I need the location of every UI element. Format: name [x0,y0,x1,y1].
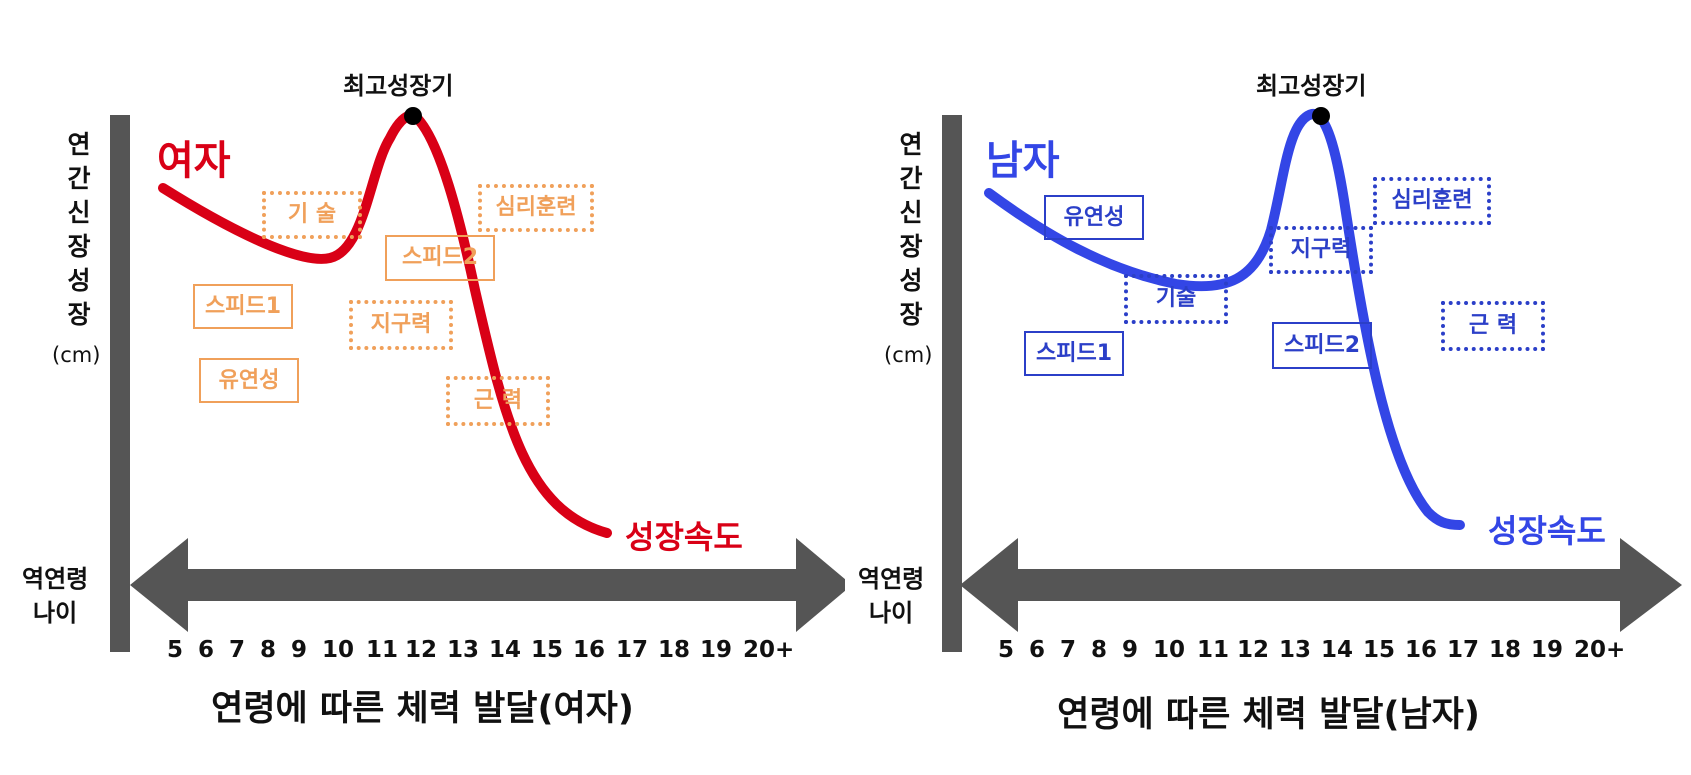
age-tick: 8 [1091,637,1108,663]
age-tick: 7 [1060,637,1077,663]
y-axis-char: 간 [899,164,923,193]
age-tick: 5 [167,637,184,663]
age-tick-labels: 5 6 7 8 9 10 11 12 13 14 15 16 17 18 19 … [846,637,1691,667]
male-panel: 최고성장기 남자 연 간 신 장 성 장 (cm) 역연령 나이 5 6 7 8… [846,0,1691,775]
y-axis-bar [942,115,962,652]
fitness-box-flexibility: 유연성 [1044,195,1144,240]
growth-speed-label: 성장속도 [625,518,743,556]
y-axis-char: 신 [899,198,923,227]
age-tick: 11 [1197,637,1230,663]
age-axis-label-line2: 나이 [869,599,914,627]
age-tick: 16 [1405,637,1438,663]
age-double-arrow [960,538,1682,632]
y-axis-unit: (cm) [884,343,933,367]
age-tick: 15 [1363,637,1396,663]
age-tick: 11 [366,637,399,663]
fitness-box-skill: 기술 [1124,274,1228,324]
age-axis-label-line1: 역연령 [858,565,925,593]
growth-speed-label: 성장속도 [1488,512,1606,550]
y-axis-char: 성 [67,266,91,295]
age-tick: 9 [291,637,308,663]
age-tick: 12 [1237,637,1270,663]
age-tick: 7 [229,637,246,663]
age-tick: 18 [658,637,691,663]
fitness-box-endurance: 지구력 [1269,226,1373,274]
age-tick: 14 [489,637,522,663]
age-tick: 13 [447,637,480,663]
age-tick-labels: 5 6 7 8 9 10 11 12 13 14 15 16 17 18 19 … [0,637,845,667]
age-tick: 19 [700,637,733,663]
age-tick: 17 [1447,637,1480,663]
male-diagram-graphics [942,107,1682,652]
fitness-box-endurance: 지구력 [349,300,453,350]
y-axis-label: 연 간 신 장 성 장 [894,128,928,332]
age-tick: 16 [573,637,606,663]
fitness-box-skill: 기 술 [262,191,362,239]
age-tick: 13 [1279,637,1312,663]
y-axis-char: 장 [67,300,91,329]
fitness-box-mental-training: 심리훈련 [1373,177,1491,225]
growth-velocity-curve [984,109,1465,530]
fitness-box-strength: 근 력 [1441,301,1545,351]
y-axis-unit: (cm) [52,343,101,367]
age-tick: 12 [405,637,438,663]
age-axis-label-line2: 나이 [33,599,78,627]
panel-caption: 연령에 따른 체력 발달(남자) [1057,695,1480,735]
peak-growth-label: 최고성장기 [1256,72,1367,100]
age-tick: 20+ [1574,637,1626,663]
y-axis-char: 장 [899,232,923,261]
fitness-box-strength: 근 력 [446,376,550,426]
gender-label: 여자 [157,138,231,184]
gender-label: 남자 [986,138,1060,184]
fitness-box-flexibility: 유연성 [199,358,299,403]
y-axis-char: 간 [67,164,91,193]
y-axis-char: 장 [67,232,91,261]
age-tick: 14 [1321,637,1354,663]
age-axis-label-line1: 역연령 [22,565,89,593]
peak-growth-dot [1312,107,1330,125]
fitness-box-speed2: 스피드2 [385,235,495,281]
y-axis-char: 성 [899,266,923,295]
age-axis-label: 역연령 나이 [858,562,924,630]
age-tick: 8 [260,637,277,663]
age-double-arrow [130,538,845,632]
age-tick: 10 [1153,637,1186,663]
female-diagram-graphics [110,107,845,652]
age-tick: 6 [198,637,215,663]
age-tick: 10 [322,637,355,663]
fitness-box-speed2: 스피드2 [1272,322,1372,369]
age-tick: 18 [1489,637,1522,663]
age-tick: 6 [1029,637,1046,663]
fitness-box-mental-training: 심리훈련 [478,184,594,232]
panel-caption: 연령에 따른 체력 발달(여자) [211,689,634,729]
y-axis-char: 장 [899,300,923,329]
age-tick: 5 [998,637,1015,663]
age-tick: 17 [616,637,649,663]
age-tick: 20+ [743,637,795,663]
age-tick: 15 [531,637,564,663]
age-axis-label: 역연령 나이 [22,562,88,630]
y-axis-char: 신 [67,198,91,227]
fitness-box-speed1: 스피드1 [1024,331,1124,376]
y-axis-char: 연 [67,130,91,159]
peak-growth-label: 최고성장기 [343,72,454,100]
female-panel: 최고성장기 여자 연 간 신 장 성 장 (cm) 역연령 나이 5 6 7 8… [0,0,845,775]
age-tick: 19 [1531,637,1564,663]
y-axis-bar [110,115,130,652]
fitness-box-speed1: 스피드1 [193,284,293,329]
y-axis-char: 연 [899,130,923,159]
age-tick: 9 [1122,637,1139,663]
peak-growth-dot [404,107,422,125]
y-axis-label: 연 간 신 장 성 장 [62,128,96,332]
